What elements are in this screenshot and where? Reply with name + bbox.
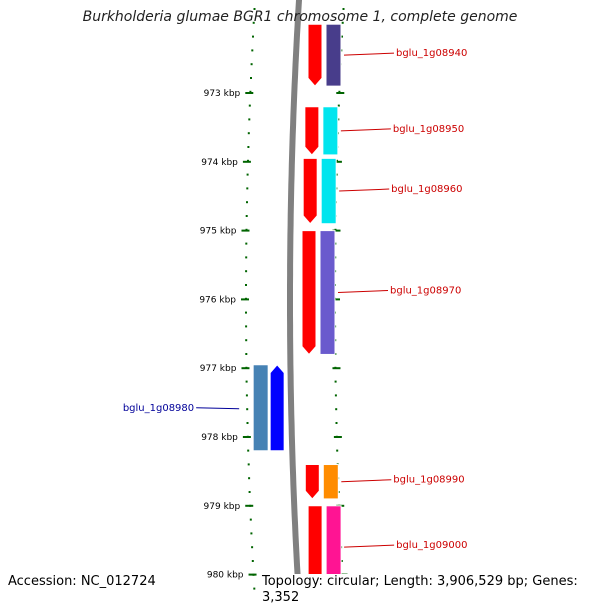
minor-tick-inner bbox=[249, 518, 252, 521]
minor-tick-inner bbox=[246, 422, 249, 424]
minor-tick-inner bbox=[248, 491, 251, 493]
minor-tick-outer bbox=[334, 380, 337, 383]
cds-forward-arrow[interactable] bbox=[304, 464, 320, 500]
minor-tick-outer bbox=[338, 90, 341, 93]
minor-tick-inner bbox=[249, 90, 252, 93]
gene-label[interactable]: bglu_1g08970 bbox=[390, 286, 461, 297]
gene-label[interactable]: bglu_1g08980 bbox=[123, 403, 194, 414]
cog-category-bar[interactable] bbox=[320, 157, 337, 225]
minor-tick-outer bbox=[334, 394, 337, 397]
tick-label: 979 kbp bbox=[204, 502, 241, 512]
minor-tick-inner bbox=[246, 201, 248, 204]
minor-tick-outer bbox=[335, 408, 338, 411]
minor-tick-inner bbox=[253, 8, 256, 10]
minor-tick-outer bbox=[342, 8, 345, 10]
minor-tick-inner bbox=[245, 311, 247, 314]
minor-tick-inner bbox=[247, 463, 250, 466]
gene-label[interactable]: bglu_1g08960 bbox=[391, 184, 462, 195]
minor-tick-inner bbox=[248, 118, 251, 121]
cog-category-bar[interactable] bbox=[322, 106, 339, 156]
tick-label: 980 kbp bbox=[207, 571, 244, 581]
cds-reverse-arrow[interactable] bbox=[269, 364, 285, 452]
minor-tick-inner bbox=[248, 477, 251, 480]
tick-label: 974 kbp bbox=[201, 158, 238, 168]
minor-tick-outer bbox=[341, 35, 343, 38]
label-leader-line bbox=[196, 407, 240, 410]
cog-category-bar[interactable] bbox=[319, 230, 336, 355]
minor-tick-outer bbox=[341, 21, 344, 24]
minor-tick-outer bbox=[335, 422, 338, 424]
cog-category-bar[interactable] bbox=[252, 364, 269, 452]
minor-tick-inner bbox=[245, 325, 248, 328]
minor-tick-inner bbox=[246, 408, 249, 411]
cds-forward-arrow[interactable] bbox=[304, 106, 320, 156]
tick-label: 977 kbp bbox=[200, 364, 237, 374]
cds-forward-arrow[interactable] bbox=[307, 23, 323, 87]
label-leader-line bbox=[341, 479, 392, 483]
minor-tick-inner bbox=[246, 173, 249, 176]
label-leader-line bbox=[337, 290, 389, 294]
minor-tick-inner bbox=[250, 63, 253, 66]
minor-tick-inner bbox=[245, 380, 248, 383]
minor-tick-outer bbox=[336, 449, 339, 452]
minor-tick-inner bbox=[251, 560, 254, 562]
tick-label: 976 kbp bbox=[199, 295, 236, 305]
minor-tick-inner bbox=[245, 284, 247, 286]
minor-tick-inner bbox=[245, 256, 248, 259]
backbone-arc bbox=[287, 0, 303, 600]
minor-tick-inner bbox=[251, 49, 254, 52]
gene-label[interactable]: bglu_1g09000 bbox=[396, 540, 467, 551]
cog-category-bar[interactable] bbox=[322, 464, 339, 500]
minor-tick-inner bbox=[252, 35, 254, 38]
tick-label: 978 kbp bbox=[201, 433, 238, 443]
label-leader-line bbox=[340, 128, 391, 132]
minor-tick-inner bbox=[245, 339, 248, 342]
label-leader-line bbox=[344, 544, 395, 548]
minor-tick-inner bbox=[245, 242, 248, 245]
minor-tick-outer bbox=[337, 104, 340, 107]
minor-tick-inner bbox=[245, 270, 248, 273]
cds-forward-arrow[interactable] bbox=[302, 157, 318, 225]
accession-text: Accession: NC_012724 bbox=[8, 574, 156, 590]
minor-tick-inner bbox=[250, 77, 252, 79]
tick-label: 973 kbp bbox=[204, 89, 241, 99]
minor-tick-inner bbox=[245, 215, 248, 217]
minor-tick-inner bbox=[253, 587, 256, 590]
topology-text: Topology: circular; Length: 3,906,529 bp… bbox=[262, 574, 600, 606]
minor-tick-outer bbox=[340, 560, 343, 562]
minor-tick-inner bbox=[245, 353, 248, 355]
minor-tick-inner bbox=[247, 132, 250, 135]
label-leader-line bbox=[343, 52, 395, 56]
cds-forward-arrow[interactable] bbox=[301, 230, 317, 356]
map-title: Burkholderia glumae BGR1 chromosome 1, c… bbox=[82, 9, 518, 25]
minor-tick-inner bbox=[246, 187, 249, 190]
gene-label[interactable]: bglu_1g08990 bbox=[393, 475, 464, 486]
tick-label: 975 kbp bbox=[200, 227, 237, 237]
minor-tick-inner bbox=[247, 449, 250, 452]
label-leader-line bbox=[339, 188, 390, 192]
gene-label[interactable]: bglu_1g08940 bbox=[396, 48, 467, 59]
minor-tick-inner bbox=[248, 104, 251, 107]
minor-tick-inner bbox=[250, 532, 253, 535]
gene-label[interactable]: bglu_1g08950 bbox=[393, 124, 464, 135]
minor-tick-inner bbox=[252, 21, 255, 24]
minor-tick-inner bbox=[247, 146, 250, 148]
minor-tick-inner bbox=[245, 394, 248, 397]
gene-labels: bglu_1g08940 bglu_1g08950 bglu_1g08960bglu… bbox=[123, 48, 468, 551]
minor-tick-inner bbox=[251, 546, 254, 549]
cog-category-bar[interactable] bbox=[325, 23, 342, 87]
